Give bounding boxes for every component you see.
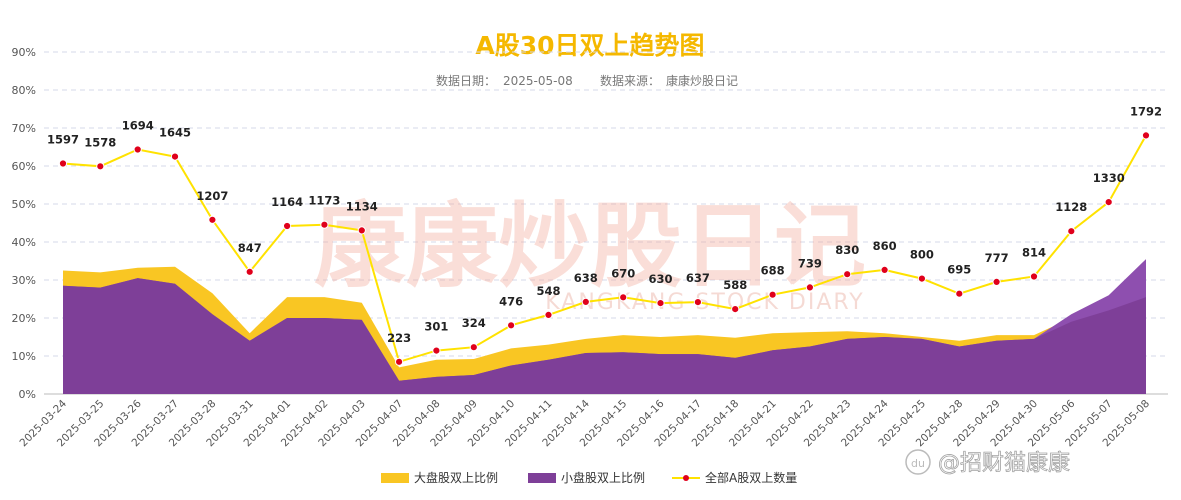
line-point: [320, 220, 329, 229]
line-point: [357, 226, 366, 235]
legend-label-total: 全部A股双上数量: [705, 470, 797, 485]
data-label: 1173: [308, 194, 340, 208]
corner-text: @招财猫康康: [938, 451, 1070, 476]
line-point: [693, 298, 703, 307]
y-axis-ticks: 0% 10% 20% 30% 40% 50% 60% 70% 80% 90%: [12, 46, 36, 401]
data-label: 1207: [196, 189, 228, 203]
line-point: [395, 357, 404, 366]
data-label: 1597: [47, 133, 79, 147]
subtitle-date-label: 数据日期：: [436, 73, 496, 88]
y-tick-label: 50%: [12, 198, 36, 211]
data-label: 814: [1022, 246, 1046, 260]
line-point: [656, 299, 665, 308]
y-tick-label: 90%: [12, 46, 36, 59]
data-label: 1330: [1093, 171, 1125, 185]
data-label: 324: [462, 316, 486, 330]
line-point: [245, 267, 254, 276]
line-point: [843, 270, 852, 279]
line-point: [96, 162, 105, 171]
line-point: [544, 310, 553, 319]
y-tick-label: 40%: [12, 236, 36, 249]
line-point: [208, 215, 217, 224]
data-label: 670: [611, 266, 635, 280]
line-point: [1141, 131, 1151, 140]
line-point: [992, 277, 1001, 286]
subtitle-source-label: 数据来源：: [600, 73, 660, 88]
data-label: 1128: [1055, 200, 1087, 214]
data-label: 688: [761, 264, 785, 278]
data-label: 301: [424, 320, 448, 334]
data-label: 847: [238, 241, 262, 255]
y-tick-label: 80%: [12, 84, 36, 97]
subtitle-source: 康康炒股日记: [666, 73, 738, 88]
data-label: 223: [387, 331, 411, 345]
line-point: [731, 305, 740, 314]
data-labels: 1597 1578 1694 1645 1207 847 1164 1173 1134 223 30…: [47, 104, 1162, 344]
y-tick-label: 10%: [12, 350, 36, 363]
line-point: [58, 159, 68, 168]
line-point: [917, 274, 927, 283]
area-small-cap: [63, 278, 1146, 394]
data-label: 548: [536, 284, 560, 298]
line-point: [581, 297, 590, 306]
watermark-main: 康康炒股日记: [314, 193, 866, 300]
data-label: 637: [686, 271, 710, 285]
legend-swatch-small-cap: [528, 473, 556, 483]
legend-label-small-cap: 小盘股双上比例: [561, 470, 645, 485]
data-label: 1134: [346, 199, 378, 213]
y-tick-label: 20%: [12, 312, 36, 325]
watermark: 康康炒股日记 KANGKANG STOCK DIARY: [314, 193, 866, 315]
data-label: 1578: [84, 135, 116, 149]
legend-label-large-cap: 大盘股双上比例: [414, 470, 498, 485]
data-label: 476: [499, 294, 523, 308]
line-point: [805, 283, 815, 292]
y-tick-label: 60%: [12, 160, 36, 173]
data-label: 860: [873, 239, 897, 253]
data-label: 739: [798, 256, 822, 270]
y-tick-label: 70%: [12, 122, 36, 135]
data-label: 830: [835, 243, 859, 257]
legend-swatch-large-cap: [381, 473, 409, 483]
data-label: 588: [723, 278, 747, 292]
corner-badge: du: [911, 457, 925, 470]
data-label: 695: [947, 263, 971, 277]
line-point: [432, 346, 441, 355]
legend-marker-total: [683, 475, 689, 481]
y-tick-label: 0%: [19, 388, 36, 401]
line-point: [133, 145, 142, 154]
paw-icon: [905, 449, 931, 475]
chart-title: A股30日双上趋势图: [475, 31, 704, 60]
legend: 大盘股双上比例 小盘股双上比例 全部A股双上数量: [381, 470, 797, 485]
corner-watermark: du @招财猫康康: [905, 449, 1070, 476]
y-tick-label: 30%: [12, 274, 36, 287]
line-point: [880, 265, 889, 274]
line-point: [1104, 198, 1113, 207]
data-label: 630: [648, 272, 672, 286]
line-point: [507, 321, 516, 330]
line-point: [768, 290, 777, 299]
line-point: [1067, 227, 1076, 236]
data-label: 777: [985, 251, 1009, 265]
data-label: 1164: [271, 195, 303, 209]
line-point: [170, 152, 180, 161]
data-label: 800: [910, 248, 934, 262]
area-series: [63, 259, 1146, 394]
data-label: 638: [574, 271, 598, 285]
data-label: 1694: [122, 119, 154, 133]
line-point: [1029, 272, 1039, 281]
line-series: [58, 131, 1151, 366]
line-point: [283, 221, 292, 231]
line-point: [469, 343, 478, 352]
data-label: 1792: [1130, 104, 1162, 118]
line-point: [619, 293, 628, 302]
data-label: 1645: [159, 126, 191, 140]
line-point: [955, 289, 964, 298]
subtitle-date: 2025-05-08: [503, 74, 573, 88]
line-total-count: [62, 134, 1147, 364]
